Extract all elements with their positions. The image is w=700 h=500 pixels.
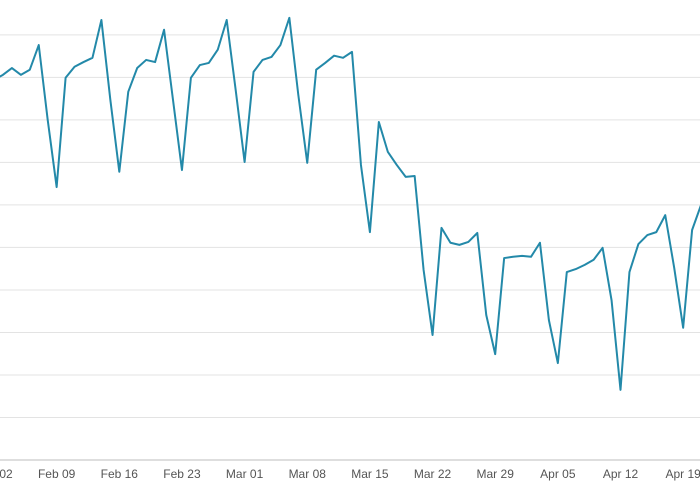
x-tick-label: Apr 12 bbox=[603, 467, 639, 481]
x-tick-label: Mar 01 bbox=[226, 467, 264, 481]
x-tick-label: Apr 19 bbox=[665, 467, 700, 481]
x-tick-label: Mar 15 bbox=[351, 467, 389, 481]
x-tick-label: Feb 09 bbox=[38, 467, 76, 481]
x-tick-label: Apr 05 bbox=[540, 467, 576, 481]
x-tick-label: Mar 29 bbox=[477, 467, 515, 481]
x-tick-label: Feb 16 bbox=[101, 467, 139, 481]
x-tick-label: Mar 08 bbox=[289, 467, 327, 481]
data-line bbox=[0, 16, 700, 391]
x-tick-label: Feb 23 bbox=[163, 467, 201, 481]
x-tick-label: Feb 02 bbox=[0, 467, 13, 481]
x-tick-label: Mar 22 bbox=[414, 467, 452, 481]
